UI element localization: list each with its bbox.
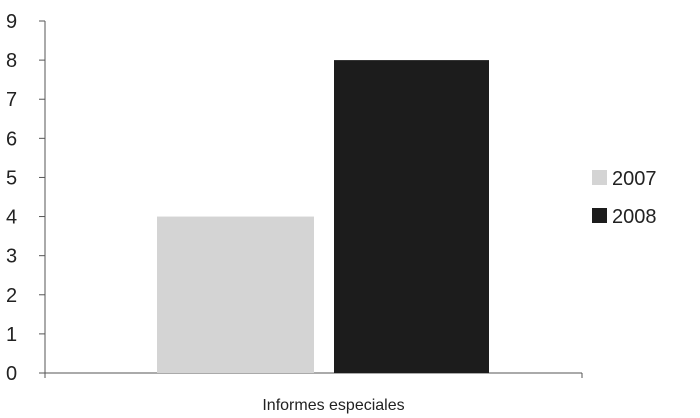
bar-2007 [157, 216, 314, 373]
y-axis-tick-label: 2 [6, 285, 17, 307]
bar-series [157, 60, 489, 373]
y-axis-tick-label: 8 [6, 50, 17, 72]
legend: 2007 2008 [592, 168, 657, 228]
y-axis-tick-label: 3 [6, 246, 17, 268]
y-axis-tick-label: 0 [6, 363, 17, 385]
y-axis-ticks [39, 20, 45, 374]
legend-swatch-2007 [592, 170, 607, 185]
legend-swatch-2008 [592, 208, 607, 223]
y-axis-tick-label: 5 [6, 167, 17, 189]
y-axis-tick-label: 4 [6, 207, 17, 229]
legend-label-2007: 2007 [612, 168, 657, 190]
y-axis-tick-label: 7 [6, 89, 17, 111]
legend-label-2008: 2008 [612, 206, 657, 228]
y-axis-tick-label: 6 [6, 128, 17, 150]
x-axis-category-label: Informes especiales [262, 397, 404, 414]
y-axis-tick-label: 1 [6, 324, 17, 346]
bar-2008 [334, 60, 489, 373]
y-axis-tick-label: 9 [6, 11, 17, 33]
y-axis-tick-labels: 0 1 2 3 4 5 6 7 8 9 [6, 11, 17, 385]
